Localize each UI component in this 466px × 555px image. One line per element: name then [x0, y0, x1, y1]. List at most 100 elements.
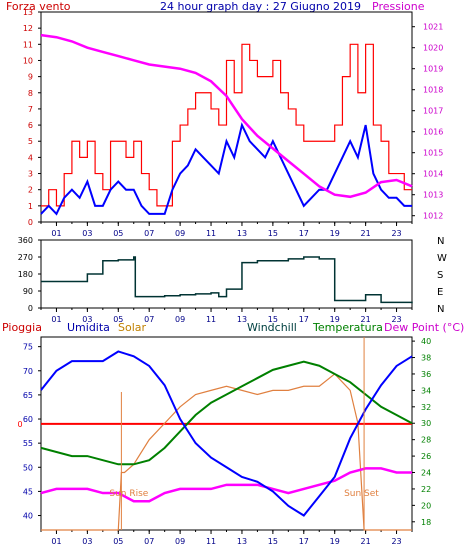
solar-line: [41, 373, 412, 531]
pressure-label: Pressione: [372, 0, 425, 13]
wind-ytick-label: 1: [28, 202, 33, 211]
temp-xtick-label: 05: [113, 537, 123, 546]
pressure-ytick-label: 1018: [423, 86, 443, 95]
direction-xtick-label: 13: [237, 315, 247, 324]
wind-xtick-label: 19: [330, 229, 340, 238]
wind-xtick-label: 03: [82, 229, 92, 238]
direction-xtick-label: 03: [82, 315, 92, 324]
pressure-ytick-label: 1017: [423, 107, 443, 116]
sunrise-label: Sun Rise: [109, 489, 148, 499]
temp-xtick-label: 15: [268, 537, 278, 546]
pressure-ytick-label: 1014: [423, 170, 443, 179]
dew-point-line: [40, 467, 412, 503]
direction-xtick-label: 19: [330, 315, 340, 324]
pressure-ytick-label: 1013: [423, 191, 443, 200]
temp-ytick-label: 32: [421, 403, 431, 412]
direction-ytick-label: 0: [28, 304, 33, 313]
compass-label: N: [437, 304, 444, 315]
wind-ytick-label: 8: [28, 89, 33, 98]
direction-xtick-label: 11: [206, 315, 216, 324]
temp-ytick-label: 24: [421, 469, 431, 478]
chart-title: 24 hour graph day : 27 Giugno 2019: [160, 0, 362, 13]
dew-point-label: Dew Point (°C): [384, 321, 465, 334]
wind-ytick-label: 4: [28, 153, 33, 162]
humidity-ytick-label: 55: [23, 439, 33, 448]
temperature-line: [40, 360, 413, 466]
sunset-label: Sun Set: [344, 489, 379, 499]
temp-xtick-label: 13: [237, 537, 247, 546]
humidity-ytick-label: 75: [23, 343, 33, 352]
humidity-ytick-label: 45: [23, 487, 33, 496]
temp-xtick-label: 17: [299, 537, 309, 546]
compass-label: E: [437, 287, 443, 298]
compass-label: W: [437, 253, 447, 264]
compass-label: N: [437, 236, 444, 247]
humidity-ytick-label: 50: [23, 463, 33, 472]
wind-xtick-label: 17: [299, 229, 309, 238]
rain-value-label: 0: [17, 420, 22, 429]
wind-direction-line: [41, 256, 413, 304]
pressure-ytick-label: 1020: [423, 44, 443, 53]
wind-xtick-label: 15: [268, 229, 278, 238]
temp-xtick-label: 21: [361, 537, 371, 546]
temp-ytick-label: 18: [421, 518, 431, 527]
humidity-ytick-label: 40: [23, 512, 33, 521]
wind-gust-line: [41, 43, 412, 207]
direction-ytick-label: 90: [23, 287, 33, 296]
wind-xtick-label: 13: [237, 229, 247, 238]
humidity-ytick-label: 65: [23, 391, 33, 400]
humidity-ytick-label: 60: [23, 415, 33, 424]
wind-xtick-label: 05: [113, 229, 123, 238]
temp-ytick-label: 26: [421, 452, 431, 461]
temp-xtick-label: 11: [206, 537, 216, 546]
wind-xtick-label: 11: [206, 229, 216, 238]
wind-xtick-label: 01: [51, 229, 61, 238]
temp-xtick-label: 03: [82, 537, 92, 546]
direction-ytick-label: 360: [18, 236, 33, 245]
wind-speed-label: Forza vento: [6, 0, 71, 13]
temp-ytick-label: 34: [421, 386, 431, 395]
pressure-ytick-label: 1021: [423, 23, 443, 32]
wind-ytick-label: 10: [23, 56, 33, 65]
temp-ytick-label: 22: [421, 485, 431, 494]
temperature-label: Temperatura: [313, 321, 383, 334]
temp-ytick-label: 40: [421, 337, 431, 346]
temp-ytick-label: 28: [421, 436, 431, 445]
rain-label: Pioggia: [2, 321, 42, 334]
direction-xtick-label: 21: [361, 315, 371, 324]
direction-ytick-label: 180: [18, 270, 33, 279]
temperature-humidity-panel: [40, 336, 413, 531]
direction-xtick-label: 17: [299, 315, 309, 324]
wind-xtick-label: 21: [361, 229, 371, 238]
direction-xtick-label: 23: [391, 315, 401, 324]
wind-xtick-label: 09: [175, 229, 185, 238]
wind-ytick-label: 11: [23, 40, 33, 49]
wind-ytick-label: 12: [23, 24, 33, 33]
temp-xtick-label: 09: [175, 537, 185, 546]
wind-ytick-label: 13: [23, 8, 33, 17]
pressure-ytick-label: 1012: [423, 212, 443, 221]
direction-ytick-label: 270: [18, 253, 33, 262]
wind-xtick-label: 07: [144, 229, 154, 238]
humidity-ytick-label: 70: [23, 367, 33, 376]
direction-xtick-label: 05: [113, 315, 123, 324]
wind-ytick-label: 2: [28, 186, 33, 195]
direction-xtick-label: 15: [268, 315, 278, 324]
windchill-label: Windchill: [247, 321, 297, 334]
pressure-ytick-label: 1016: [423, 128, 443, 137]
wind-ytick-label: 0: [28, 218, 33, 227]
wind-avg-line: [40, 122, 412, 216]
direction-xtick-label: 01: [51, 315, 61, 324]
temp-ytick-label: 36: [421, 370, 431, 379]
temp-xtick-label: 07: [144, 537, 154, 546]
pressure-ytick-label: 1015: [423, 149, 443, 158]
temp-xtick-label: 19: [330, 537, 340, 546]
temp-ytick-label: 38: [421, 354, 431, 363]
temp-ytick-label: 20: [421, 501, 431, 510]
direction-xtick-label: 07: [144, 315, 154, 324]
solar-label: Solar: [118, 321, 147, 334]
temp-xtick-label: 23: [391, 537, 401, 546]
temp-xtick-label: 01: [51, 537, 61, 546]
humidity-line: [40, 350, 413, 517]
